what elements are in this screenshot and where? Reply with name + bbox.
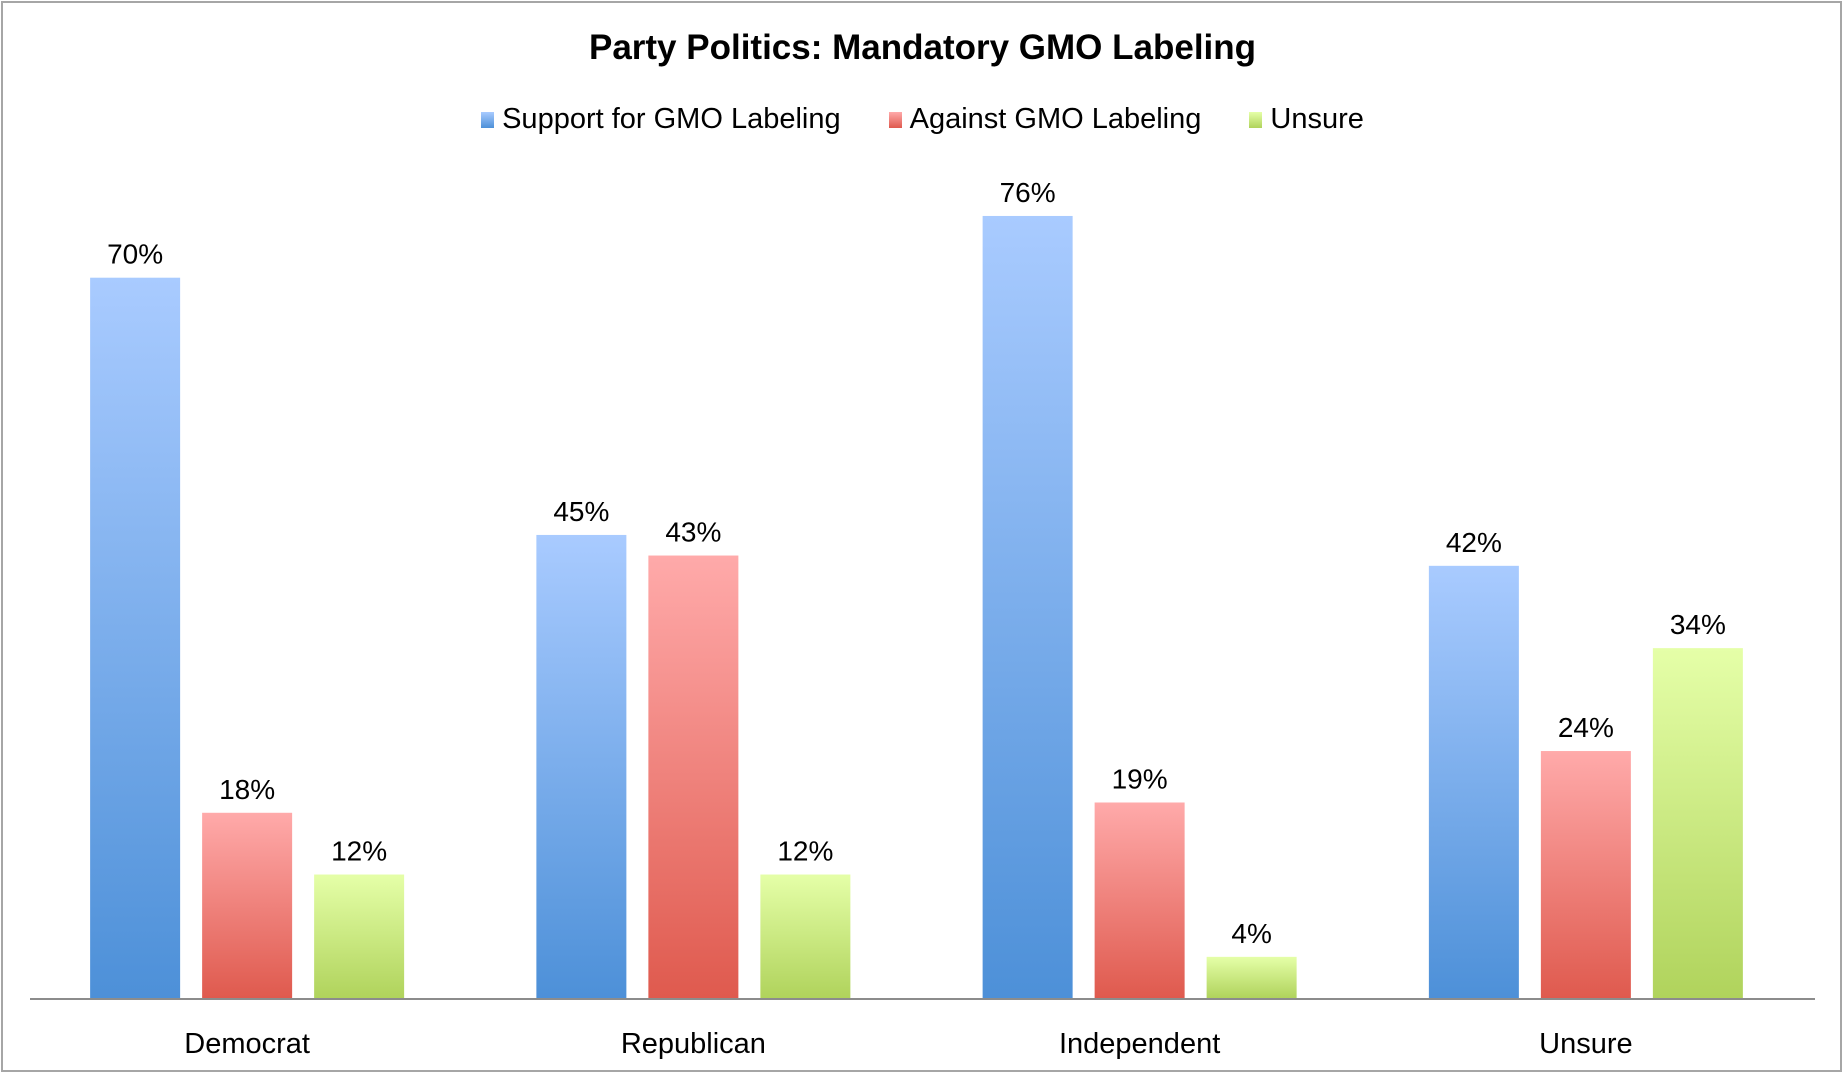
- bar-independent-series-2: [1206, 956, 1297, 998]
- data-label-republican-series-0: 45%: [553, 496, 609, 527]
- data-label-independent-series-0: 76%: [1000, 177, 1056, 208]
- bar-democrat-series-1: [202, 812, 293, 998]
- bar-unsure-series-1: [1540, 751, 1631, 998]
- x-tick-label-democrat: Democrat: [184, 1028, 310, 1060]
- legend: Support for GMO Labeling Against GMO Lab…: [0, 103, 1845, 136]
- legend-label-against: Against GMO Labeling: [909, 103, 1202, 135]
- data-label-independent-series-2: 4%: [1231, 918, 1271, 949]
- legend-item-unsure: Unsure: [1249, 103, 1364, 136]
- x-tick-label-republican: Republican: [621, 1028, 766, 1060]
- data-label-unsure-series-0: 42%: [1446, 527, 1502, 558]
- data-label-democrat-series-2: 12%: [331, 836, 387, 867]
- legend-swatch-support: [481, 111, 495, 128]
- bar-republican-series-0: [536, 534, 627, 998]
- bar-independent-series-0: [982, 215, 1073, 998]
- legend-label-support: Support for GMO Labeling: [502, 103, 841, 135]
- chart-title: Party Politics: Mandatory GMO Labeling: [588, 28, 1257, 67]
- bar-republican-series-2: [760, 874, 851, 998]
- bar-independent-series-1: [1094, 802, 1185, 998]
- legend-item-against: Against GMO Labeling: [888, 103, 1202, 136]
- data-label-republican-series-1: 43%: [665, 517, 721, 548]
- data-label-unsure-series-2: 34%: [1670, 609, 1726, 640]
- legend-swatch-unsure: [1249, 111, 1263, 128]
- bar-unsure-series-2: [1652, 648, 1743, 998]
- x-tick-label-unsure: Unsure: [1539, 1028, 1633, 1060]
- legend-label-unsure: Unsure: [1270, 103, 1364, 135]
- bar-democrat-series-0: [90, 277, 181, 998]
- data-label-independent-series-1: 19%: [1112, 763, 1168, 794]
- data-label-republican-series-2: 12%: [777, 836, 833, 867]
- data-label-democrat-series-0: 70%: [107, 239, 163, 270]
- data-label-unsure-series-1: 24%: [1558, 712, 1614, 743]
- bar-republican-series-1: [648, 555, 739, 998]
- legend-swatch-against: [888, 111, 902, 128]
- bar-unsure-series-0: [1428, 565, 1519, 998]
- legend-item-support: Support for GMO Labeling: [481, 103, 841, 136]
- x-tick-label-independent: Independent: [1059, 1028, 1220, 1060]
- bar-democrat-series-2: [314, 874, 405, 998]
- data-label-democrat-series-1: 18%: [219, 774, 275, 805]
